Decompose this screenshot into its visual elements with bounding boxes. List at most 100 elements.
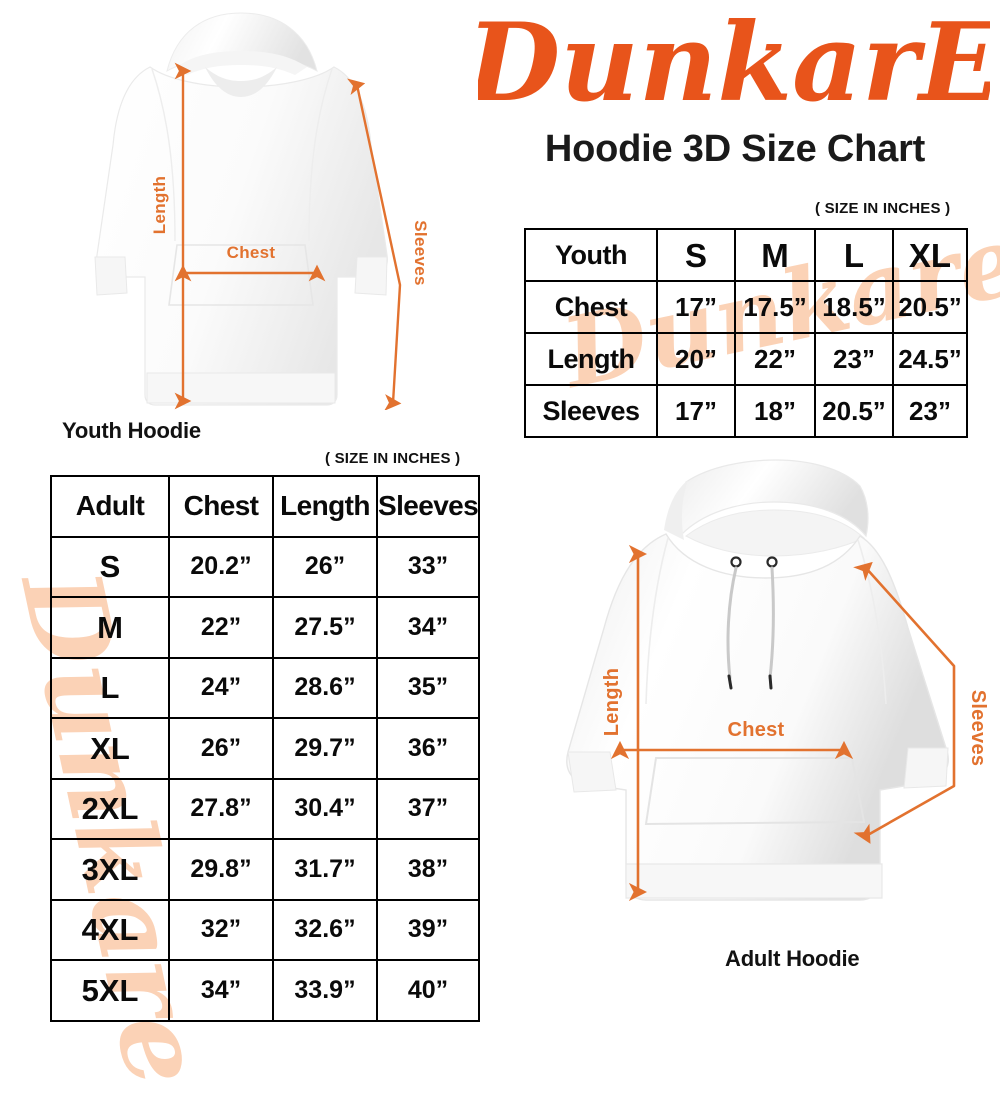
- youth-length-xl: 24.5”: [892, 332, 968, 386]
- adult-col-sleeves: Sleeves: [376, 475, 480, 538]
- brand-logo: DunkarE: [478, 8, 990, 128]
- youth-col-l: L: [814, 228, 894, 282]
- table-row: Sleeves 17” 18” 20.5” 23”: [524, 384, 968, 438]
- table-row: M 22” 27.5” 34”: [50, 596, 480, 659]
- adult-hood-opening: [685, 509, 865, 557]
- adult-size-4xl: 4XL: [50, 898, 170, 961]
- adult-2xl-chest: 27.8”: [168, 777, 274, 840]
- adult-m-sleeves: 34”: [376, 596, 480, 659]
- youth-sleeves-l: 20.5”: [814, 384, 894, 438]
- adult-col-length: Length: [272, 475, 378, 538]
- youth-neck: [205, 67, 277, 97]
- adult-size-l: L: [50, 656, 170, 719]
- youth-row-label-chest: Chest: [524, 280, 658, 334]
- adult-size-m: M: [50, 596, 170, 659]
- table-row: 3XL 29.8” 31.7” 38”: [50, 838, 480, 901]
- adult-cuff-right: [903, 747, 949, 789]
- youth-corner-label: Youth: [524, 228, 658, 282]
- adult-chest-label: Chest: [727, 719, 784, 741]
- youth-chest-xl: 20.5”: [892, 280, 968, 334]
- adult-length-label: Length: [601, 668, 623, 736]
- youth-sleeves-xl: 23”: [892, 384, 968, 438]
- youth-cuff-right: [354, 256, 388, 296]
- youth-chest-label: Chest: [227, 243, 276, 262]
- adult-s-chest: 20.2”: [168, 535, 274, 598]
- youth-hoodie-illustration: Length Chest Sleeves: [55, 5, 475, 410]
- adult-seam-right: [857, 539, 887, 705]
- youth-seam-right: [308, 68, 333, 242]
- brand-logo-text: DunkarE: [478, 8, 990, 126]
- adult-hem: [625, 863, 883, 899]
- youth-hem: [146, 372, 336, 404]
- adult-s-length: 26”: [272, 535, 378, 598]
- adult-size-s: S: [50, 535, 170, 598]
- youth-size-table: Youth S M L XL Chest 17” 17.5” 18.5” 20.…: [524, 228, 968, 438]
- adult-3xl-length: 31.7”: [272, 838, 378, 901]
- adult-l-sleeves: 35”: [376, 656, 480, 719]
- adult-size-3xl: 3XL: [50, 838, 170, 901]
- adult-2xl-sleeves: 37”: [376, 777, 480, 840]
- adult-body: [566, 533, 949, 901]
- youth-col-s: S: [656, 228, 736, 282]
- adult-s-sleeves: 33”: [376, 535, 480, 598]
- youth-sleeves-m: 18”: [734, 384, 816, 438]
- youth-cuff-left: [94, 256, 128, 296]
- adult-3xl-sleeves: 38”: [376, 838, 480, 901]
- sleeves-arrow: [347, 78, 402, 410]
- adult-m-chest: 22”: [168, 596, 274, 659]
- table-row: 2XL 27.8” 30.4” 37”: [50, 777, 480, 840]
- adult-corner-label: Adult: [50, 475, 170, 538]
- drawstring-right: [768, 566, 775, 680]
- adult-4xl-length: 32.6”: [272, 898, 378, 961]
- youth-row-label-length: Length: [524, 332, 658, 386]
- table-row: Length 20” 22” 23” 24.5”: [524, 332, 968, 386]
- adult-5xl-chest: 34”: [168, 959, 274, 1022]
- sleeves-arrow: [853, 561, 956, 844]
- adult-hood: [678, 459, 869, 538]
- table-row-header: Youth S M L XL: [524, 228, 968, 282]
- youth-col-xl: XL: [892, 228, 968, 282]
- table-row: Chest 17” 17.5” 18.5” 20.5”: [524, 280, 968, 334]
- youth-chest-l: 18.5”: [814, 280, 894, 334]
- page-title: Hoodie 3D Size Chart: [544, 128, 926, 170]
- adult-3xl-chest: 29.8”: [168, 838, 274, 901]
- youth-length-s: 20”: [656, 332, 736, 386]
- table-row: S 20.2” 26” 33”: [50, 535, 480, 598]
- adult-cuff-left: [567, 751, 617, 793]
- table-row-header: Adult Chest Length Sleeves: [50, 475, 480, 538]
- youth-hoodie-caption: Youth Hoodie: [62, 418, 201, 443]
- adult-size-5xl: 5XL: [50, 959, 170, 1022]
- youth-hood-inner: [177, 51, 307, 75]
- table-row: 4XL 32” 32.6” 39”: [50, 898, 480, 961]
- adult-col-chest: Chest: [168, 475, 274, 538]
- youth-length-label: Length: [150, 176, 169, 234]
- youth-col-m: M: [734, 228, 816, 282]
- aglet-left: [727, 674, 733, 690]
- adult-sleeves-label: Sleeves: [967, 690, 989, 767]
- youth-sleeves-label: Sleeves: [411, 220, 430, 285]
- adult-size-xl: XL: [50, 717, 170, 780]
- youth-length-l: 23”: [814, 332, 894, 386]
- table-row: 5XL 34” 33.9” 40”: [50, 959, 480, 1022]
- adult-5xl-length: 33.9”: [272, 959, 378, 1022]
- eyelet-left: [730, 556, 742, 568]
- adult-size-2xl: 2XL: [50, 777, 170, 840]
- aglet-right: [768, 674, 773, 690]
- adult-4xl-sleeves: 39”: [376, 898, 480, 961]
- drawstring-left: [726, 566, 738, 680]
- adult-hoodie-illustration: Length Chest Sleeves: [560, 452, 990, 942]
- youth-chest-m: 17.5”: [734, 280, 816, 334]
- youth-length-m: 22”: [734, 332, 816, 386]
- table-row: L 24” 28.6” 35”: [50, 656, 480, 719]
- adult-m-length: 27.5”: [272, 596, 378, 659]
- youth-units-note: ( SIZE IN INCHES ): [815, 200, 951, 217]
- adult-size-table: Adult Chest Length Sleeves S 20.2” 26” 3…: [50, 475, 480, 1022]
- table-row: XL 26” 29.7” 36”: [50, 717, 480, 780]
- adult-2xl-length: 30.4”: [272, 777, 378, 840]
- youth-row-label-sleeves: Sleeves: [524, 384, 658, 438]
- youth-pocket: [168, 244, 314, 306]
- adult-hood-fold: [664, 480, 688, 540]
- adult-units-note: ( SIZE IN INCHES ): [325, 450, 461, 467]
- adult-xl-chest: 26”: [168, 717, 274, 780]
- adult-hoodie-caption: Adult Hoodie: [725, 946, 860, 971]
